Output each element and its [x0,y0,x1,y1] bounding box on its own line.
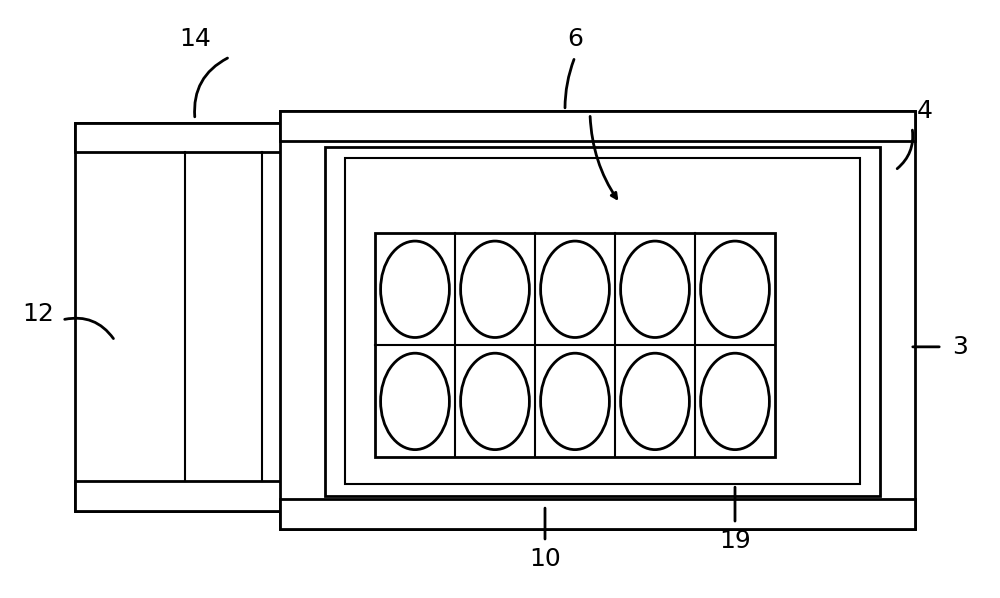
Ellipse shape [701,241,769,337]
Bar [75,123,350,511]
Bar [345,158,860,484]
Bar [75,481,350,511]
Text: 6: 6 [567,27,583,51]
Ellipse shape [541,353,609,450]
Ellipse shape [381,353,449,450]
Ellipse shape [701,353,769,450]
Text: 10: 10 [529,547,561,571]
Ellipse shape [381,241,449,337]
Bar [280,111,915,141]
Text: 4: 4 [917,99,933,123]
Ellipse shape [621,353,689,450]
Ellipse shape [621,241,689,337]
Text: 19: 19 [719,529,751,553]
Bar [325,147,880,496]
Bar [375,233,775,457]
Bar [75,123,350,152]
Ellipse shape [461,353,529,450]
Text: 12: 12 [22,302,54,326]
Ellipse shape [461,241,529,337]
Bar [280,499,915,529]
Text: 14: 14 [179,27,211,51]
Bar [280,111,915,529]
Ellipse shape [541,241,609,337]
Text: 3: 3 [952,335,968,359]
